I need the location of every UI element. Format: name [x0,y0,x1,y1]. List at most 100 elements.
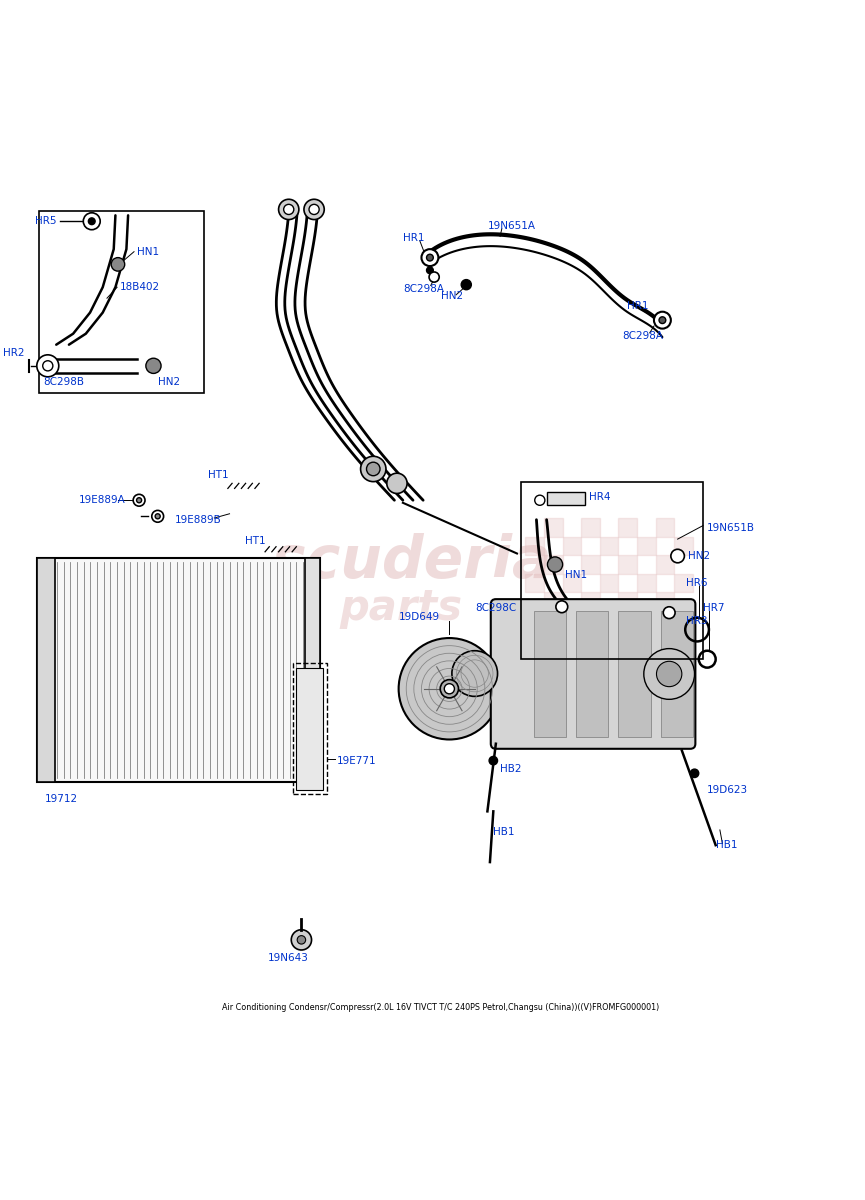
Circle shape [304,199,324,220]
Bar [37,558,55,781]
Circle shape [88,218,95,224]
Text: HB1: HB1 [493,828,515,838]
Text: 8C298B: 8C298B [43,377,85,386]
Text: 18B402: 18B402 [119,282,160,292]
Bar [522,481,703,659]
Circle shape [489,756,497,764]
Text: HR1: HR1 [627,301,649,311]
Text: HB1: HB1 [715,840,737,850]
Bar [637,536,656,556]
Text: 8C298A: 8C298A [403,284,444,294]
Text: 19N643: 19N643 [267,954,309,964]
Circle shape [426,266,433,274]
Circle shape [399,638,500,739]
Bar [656,593,674,611]
Bar [525,574,544,593]
Bar [525,611,544,630]
Text: HR7: HR7 [703,604,725,613]
Circle shape [83,212,100,229]
Text: HR5: HR5 [35,216,56,227]
Circle shape [284,204,294,215]
Text: parts: parts [339,588,463,630]
Circle shape [42,361,53,371]
Bar [525,536,544,556]
Text: 19N651A: 19N651A [487,221,535,232]
Bar [618,593,637,611]
Bar [581,556,599,574]
Bar [304,558,320,781]
Text: 19D623: 19D623 [708,785,748,796]
Circle shape [659,317,666,324]
Circle shape [426,254,433,260]
Circle shape [452,650,497,696]
Circle shape [137,498,142,503]
Bar [599,574,618,593]
Bar [618,518,637,536]
Circle shape [292,930,311,950]
Bar [599,536,618,556]
Text: 19E889A: 19E889A [79,496,125,505]
Text: HR6: HR6 [686,578,708,588]
Text: 19E889B: 19E889B [175,515,221,524]
Circle shape [146,359,161,373]
Circle shape [112,258,125,271]
Circle shape [461,280,471,289]
Text: HR1: HR1 [403,233,425,244]
Bar [293,664,327,794]
Bar [534,611,566,737]
Bar [674,536,693,556]
Bar [637,574,656,593]
Circle shape [445,684,454,694]
Circle shape [671,550,684,563]
Bar [544,556,562,574]
Text: 19712: 19712 [45,793,79,804]
Circle shape [654,312,671,329]
Circle shape [298,936,305,944]
Circle shape [690,769,699,778]
Text: HR2: HR2 [3,348,24,358]
Text: HT1: HT1 [245,536,266,546]
Circle shape [279,199,299,220]
Bar [637,611,656,630]
Circle shape [429,272,439,282]
Circle shape [644,649,695,700]
Circle shape [663,607,675,618]
Text: 19D649: 19D649 [400,612,440,622]
Circle shape [367,462,380,475]
Bar [544,518,562,536]
Bar [576,611,608,737]
Text: 19E771: 19E771 [337,756,376,766]
Text: HN2: HN2 [441,290,463,301]
Text: HR4: HR4 [589,492,611,502]
Text: HB2: HB2 [500,764,522,774]
Circle shape [440,679,458,698]
Bar [581,593,599,611]
Text: HT1: HT1 [208,470,229,480]
Bar [581,518,599,536]
Bar [599,611,618,630]
Text: 8C298C: 8C298C [476,604,517,613]
Circle shape [657,661,682,686]
Bar [297,667,324,791]
Bar [562,611,581,630]
Bar [674,574,693,593]
Bar [37,558,320,781]
Text: HN1: HN1 [565,570,587,580]
Text: HR3: HR3 [686,616,708,626]
Circle shape [155,514,160,518]
Bar [674,611,693,630]
Bar [618,556,637,574]
Text: HN2: HN2 [157,377,180,386]
Circle shape [361,456,386,481]
Circle shape [387,473,407,493]
Text: HN1: HN1 [137,247,158,257]
Bar [39,211,204,392]
Circle shape [535,496,545,505]
Bar [618,611,650,737]
Circle shape [37,355,59,377]
Bar [661,611,693,737]
Bar [656,518,674,536]
Bar [562,574,581,593]
Text: Air Conditioning Condensr/Compressr(2.0L 16V TIVCT T/C 240PS Petrol,Changsu (Chi: Air Conditioning Condensr/Compressr(2.0L… [222,1003,659,1012]
Circle shape [556,601,567,613]
